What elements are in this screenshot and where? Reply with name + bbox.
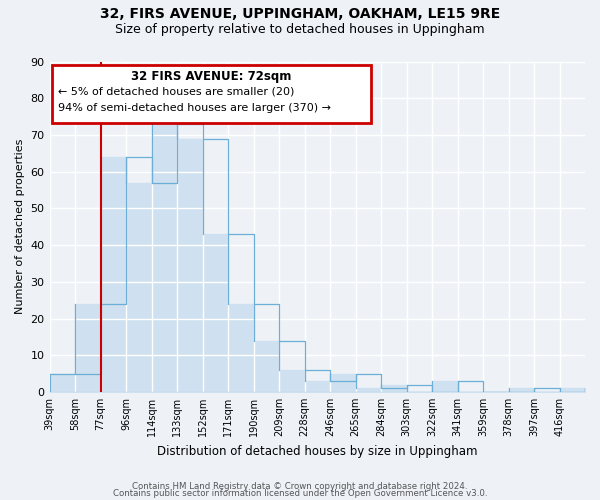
Text: 94% of semi-detached houses are larger (370) →: 94% of semi-detached houses are larger (… — [58, 103, 331, 113]
Text: Contains HM Land Registry data © Crown copyright and database right 2024.: Contains HM Land Registry data © Crown c… — [132, 482, 468, 491]
Y-axis label: Number of detached properties: Number of detached properties — [15, 139, 25, 314]
X-axis label: Distribution of detached houses by size in Uppingham: Distribution of detached houses by size … — [157, 444, 478, 458]
Text: ← 5% of detached houses are smaller (20): ← 5% of detached houses are smaller (20) — [58, 86, 294, 97]
Text: Contains public sector information licensed under the Open Government Licence v3: Contains public sector information licen… — [113, 489, 487, 498]
FancyBboxPatch shape — [52, 65, 371, 122]
Text: 32 FIRS AVENUE: 72sqm: 32 FIRS AVENUE: 72sqm — [131, 70, 292, 83]
Text: Size of property relative to detached houses in Uppingham: Size of property relative to detached ho… — [115, 22, 485, 36]
Text: 32, FIRS AVENUE, UPPINGHAM, OAKHAM, LE15 9RE: 32, FIRS AVENUE, UPPINGHAM, OAKHAM, LE15… — [100, 8, 500, 22]
